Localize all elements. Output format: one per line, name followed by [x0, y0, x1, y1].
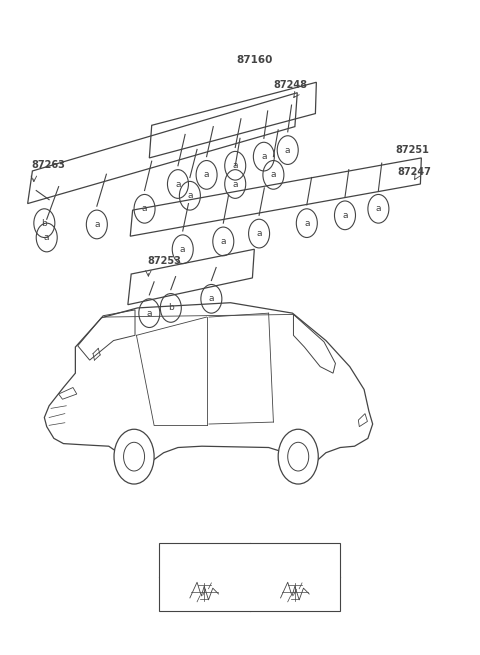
Text: a: a: [256, 229, 262, 238]
Text: a: a: [342, 211, 348, 220]
Text: a: a: [304, 219, 310, 228]
Polygon shape: [44, 303, 372, 464]
Text: b: b: [168, 303, 174, 312]
Text: a: a: [376, 204, 381, 214]
Text: a: a: [209, 294, 214, 303]
Text: a: a: [232, 179, 238, 189]
Text: a: a: [142, 204, 147, 214]
Text: a: a: [175, 179, 180, 189]
Text: a: a: [180, 245, 185, 253]
Text: 87248: 87248: [274, 80, 307, 90]
Text: b: b: [41, 219, 47, 228]
FancyBboxPatch shape: [159, 543, 340, 611]
Text: a: a: [285, 145, 290, 155]
Text: a: a: [204, 170, 209, 179]
Text: a: a: [220, 237, 226, 246]
Text: 87160: 87160: [237, 55, 273, 66]
Text: a: a: [146, 309, 152, 318]
Text: a: a: [271, 170, 276, 179]
Text: a: a: [232, 161, 238, 170]
Circle shape: [278, 429, 318, 484]
Text: 87247: 87247: [397, 168, 432, 178]
Circle shape: [114, 429, 154, 484]
Text: a: a: [187, 191, 192, 200]
Text: 87256: 87256: [276, 553, 310, 563]
Text: 87251: 87251: [395, 145, 429, 155]
Text: 87253: 87253: [147, 255, 181, 265]
Text: a: a: [94, 220, 99, 229]
Text: b: b: [261, 554, 266, 563]
Text: a: a: [170, 554, 176, 563]
Text: 87255: 87255: [186, 553, 219, 563]
Text: a: a: [261, 152, 266, 161]
Text: 87263: 87263: [31, 160, 65, 170]
Text: a: a: [44, 233, 49, 242]
